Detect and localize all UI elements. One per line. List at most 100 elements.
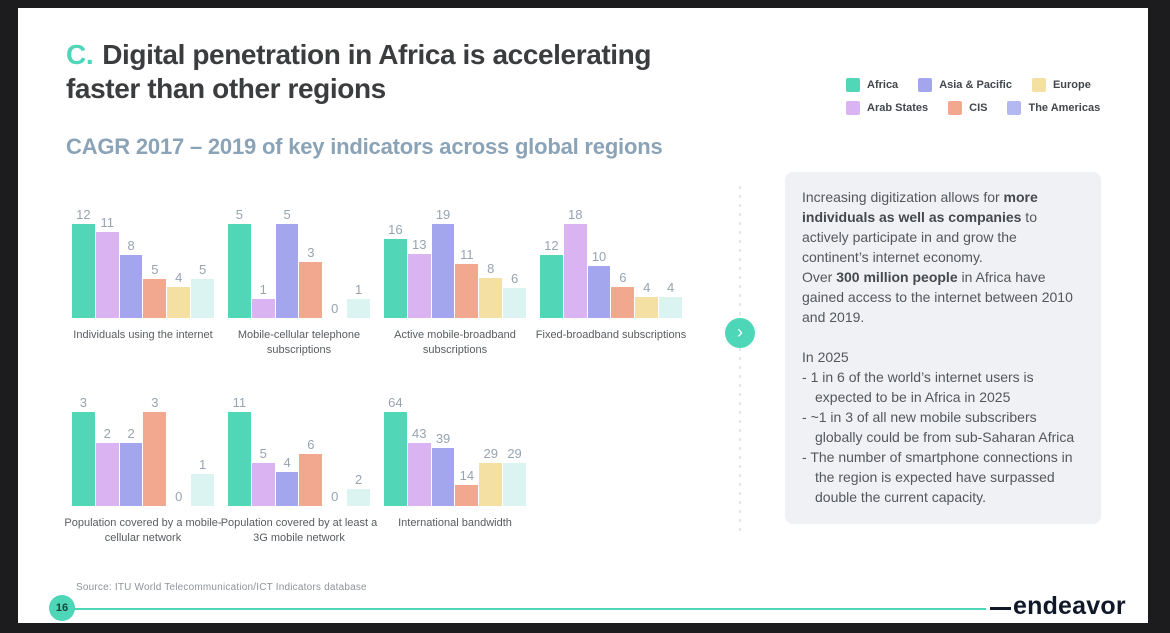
legend-label: Asia & Pacific (939, 79, 1012, 91)
panel-paragraph: In 2025 (802, 347, 1084, 367)
bar-value-label: 12 (76, 207, 91, 222)
bar-value-label: 1 (198, 457, 207, 473)
legend-item-africa: Africa (846, 78, 898, 92)
title-line-2: faster than other regions (66, 73, 386, 105)
chart-caption: Population covered by at least a 3G mobi… (220, 516, 378, 544)
bar-africa (228, 411, 251, 506)
bar-asia-pacific (275, 224, 299, 318)
chart-caption: Mobile-cellular telephone subscriptions (237, 329, 361, 356)
bar-the-americas (503, 463, 526, 506)
bar-group-cis: 5 (143, 261, 167, 318)
bar-group-asia-pacific: 19 (431, 207, 455, 318)
bar-value-label: 12 (544, 238, 559, 254)
panel-bullet: ~1 in 3 of all new mobile subscribers gl… (802, 407, 1084, 447)
bar-arab-states (95, 443, 119, 506)
bar-group-cis: 6 (299, 437, 323, 506)
legend-label: Arab States (867, 102, 929, 114)
bar-group-asia-pacific: 5 (275, 207, 299, 318)
bar-group-asia-pacific: 8 (119, 238, 143, 318)
bar-value-label: 2 (127, 426, 135, 442)
chevron-right-icon: › (737, 322, 743, 342)
bar-value-label: 4 (283, 454, 291, 470)
bar-group-the-americas: 29 (503, 446, 526, 506)
chart-active-mobile-broadband-subscriptions: 16 13 19 11 8 6 Active mobile-broadband subscr… (384, 206, 526, 358)
bar-asia-pacific (119, 255, 143, 318)
bar-group-europe: 4 (167, 270, 191, 318)
bar-group-cis: 3 (299, 244, 323, 318)
logo-text: endeavor (1013, 592, 1126, 620)
legend-swatch (918, 78, 933, 92)
bar-group-cis: 11 (455, 246, 479, 318)
bar-group-arab-states: 5 (251, 445, 275, 506)
bar-value-label: 0 (331, 488, 339, 504)
bar-the-americas (659, 297, 682, 318)
bar-value-label: 29 (483, 446, 498, 462)
bar-value-label: 29 (507, 446, 522, 462)
bar-value-label: 11 (100, 214, 114, 230)
bar-value-label: 5 (151, 261, 159, 277)
bar-value-label: 43 (412, 425, 427, 441)
panel-text: Increasing digitization allows for (802, 189, 1004, 205)
chart-group-subtitle: CAGR 2017 – 2019 of key indicators acros… (66, 134, 663, 159)
bar-value-label: 11 (232, 394, 247, 410)
next-button[interactable]: › (725, 318, 755, 348)
bar-group-asia-pacific: 4 (275, 454, 299, 506)
bar-group-africa: 16 (384, 222, 407, 318)
bar-europe (635, 297, 659, 318)
bar-the-americas (347, 488, 370, 506)
bar-africa (540, 255, 563, 318)
bar-value-label: 5 (259, 445, 267, 461)
legend-swatch (846, 78, 860, 92)
bar-the-americas (191, 474, 214, 506)
bar-group-europe: 0 (323, 489, 346, 506)
chart-caption: International bandwidth (398, 516, 512, 529)
source-text: Source: ITU World Telecommunication/ICT … (76, 582, 367, 593)
bar-the-americas (191, 278, 214, 318)
bar-group-africa: 3 (72, 395, 95, 506)
bar-europe (167, 286, 191, 318)
bar-plot: 64 43 39 14 29 29 (384, 394, 526, 506)
bar-group-arab-states: 43 (407, 425, 431, 506)
panel-spacer (802, 327, 1084, 347)
bar-group-africa: 64 (384, 395, 407, 506)
bar-value-label: 5 (198, 261, 207, 277)
bar-group-asia-pacific: 10 (587, 249, 611, 318)
panel-text: ~1 in 3 of all new mobile subscribers gl… (810, 409, 1075, 446)
bar-group-europe: 0 (323, 301, 346, 318)
page-number-badge: 16 (49, 595, 75, 621)
legend: Africa Asia & Pacific Europe Arab States CIS… (846, 78, 1100, 115)
bar-arab-states (95, 231, 119, 318)
bar-cis (455, 485, 479, 506)
bar-the-americas (503, 288, 526, 318)
legend-label: Africa (867, 79, 899, 91)
bar-value-label: 6 (619, 269, 627, 285)
bar-group-arab-states: 18 (563, 207, 587, 318)
footer-divider-line (62, 608, 986, 610)
bar-cis (611, 286, 635, 318)
bar-asia-pacific (119, 443, 143, 506)
bar-africa (384, 411, 407, 506)
bar-cis (299, 454, 323, 506)
bar-plot: 12 11 8 5 4 5 (72, 206, 214, 318)
bar-value-label: 6 (307, 437, 315, 453)
bar-group-cis: 14 (455, 468, 479, 506)
bar-the-americas (347, 299, 370, 318)
bar-value-label: 13 (412, 236, 427, 252)
charts-grid: 12 11 8 5 4 5 Individuals using the internet 5 1… (64, 206, 686, 545)
bar-group-the-americas: 4 (659, 280, 682, 318)
bar-group-arab-states: 13 (407, 236, 431, 318)
bar-value-label: 11 (460, 246, 474, 262)
bar-group-arab-states: 11 (95, 214, 119, 318)
chart-fixed-broadband-subscriptions: 12 18 10 6 4 4 Fixed-broadband subscriptions (536, 206, 686, 358)
bar-arab-states (251, 299, 275, 318)
bar-value-label: 3 (307, 244, 315, 260)
bar-group-asia-pacific: 2 (119, 426, 143, 506)
bar-value-label: 16 (388, 221, 403, 237)
bar-value-label: 5 (235, 207, 244, 222)
bar-arab-states (407, 253, 431, 318)
bar-asia-pacific (431, 448, 455, 506)
panel-text: The number of smartphone connections in … (810, 449, 1073, 506)
bar-group-the-americas: 1 (347, 282, 370, 318)
legend-swatch (1031, 78, 1046, 92)
